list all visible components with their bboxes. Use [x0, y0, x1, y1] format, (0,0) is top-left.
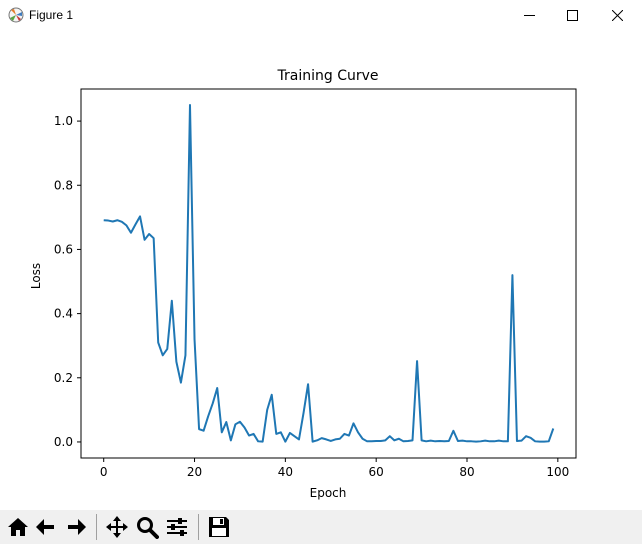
home-button[interactable] — [4, 513, 32, 541]
chart-title: Training Curve — [277, 68, 379, 84]
y-tick-label: 0.6 — [54, 242, 73, 256]
toolbar-separator — [198, 514, 199, 540]
toolbar-separator — [96, 514, 97, 540]
close-icon — [611, 10, 623, 21]
home-icon — [8, 518, 28, 536]
arrow-left-icon — [36, 519, 54, 535]
y-axis-ticks: 0.0 0.2 0.4 0.6 0.8 1.0 — [54, 114, 81, 449]
x-tick-label: 80 — [459, 465, 474, 479]
move-icon — [106, 516, 128, 538]
y-tick-label: 0.4 — [54, 307, 73, 321]
x-tick-label: 20 — [187, 465, 202, 479]
y-tick-label: 0.8 — [54, 178, 73, 192]
minimize-button[interactable] — [506, 0, 552, 31]
pan-button[interactable] — [103, 513, 131, 541]
window-title-bar: Figure 1 — [0, 0, 642, 31]
zoom-button[interactable] — [133, 513, 161, 541]
y-tick-label: 0.0 — [54, 435, 73, 449]
configure-subplots-button[interactable] — [163, 513, 191, 541]
arrow-right-icon — [68, 519, 86, 535]
line-chart: Training Curve 0 20 40 60 80 100 0.0 0.2 0.4 0.6… — [29, 68, 577, 500]
back-button[interactable] — [32, 513, 60, 541]
x-axis-ticks: 0 20 40 60 80 100 — [100, 458, 569, 479]
close-button[interactable] — [594, 0, 640, 31]
plot-area — [80, 88, 577, 459]
window-title: Figure 1 — [29, 8, 74, 22]
y-tick-label: 0.2 — [54, 371, 73, 385]
x-tick-label: 0 — [100, 465, 108, 479]
minimize-icon — [523, 15, 535, 16]
forward-button[interactable] — [62, 513, 90, 541]
figure-canvas[interactable]: Training Curve 0 20 40 60 80 100 0.0 0.2 0.4 0.6… — [0, 31, 642, 510]
x-tick-label: 60 — [369, 465, 384, 479]
maximize-icon — [566, 10, 578, 21]
x-tick-label: 100 — [546, 465, 569, 479]
sliders-icon — [167, 518, 187, 536]
x-tick-label: 40 — [278, 465, 293, 479]
maximize-button[interactable] — [549, 0, 595, 31]
y-axis-label: Loss — [29, 263, 43, 289]
floppy-disk-icon — [209, 517, 229, 537]
navigation-toolbar — [0, 510, 642, 544]
save-button[interactable] — [205, 513, 233, 541]
y-tick-label: 1.0 — [54, 114, 73, 128]
matplotlib-logo-icon — [8, 7, 24, 23]
loss-series-line — [103, 104, 555, 443]
magnifier-icon — [137, 517, 159, 539]
x-axis-label: Epoch — [310, 486, 347, 500]
